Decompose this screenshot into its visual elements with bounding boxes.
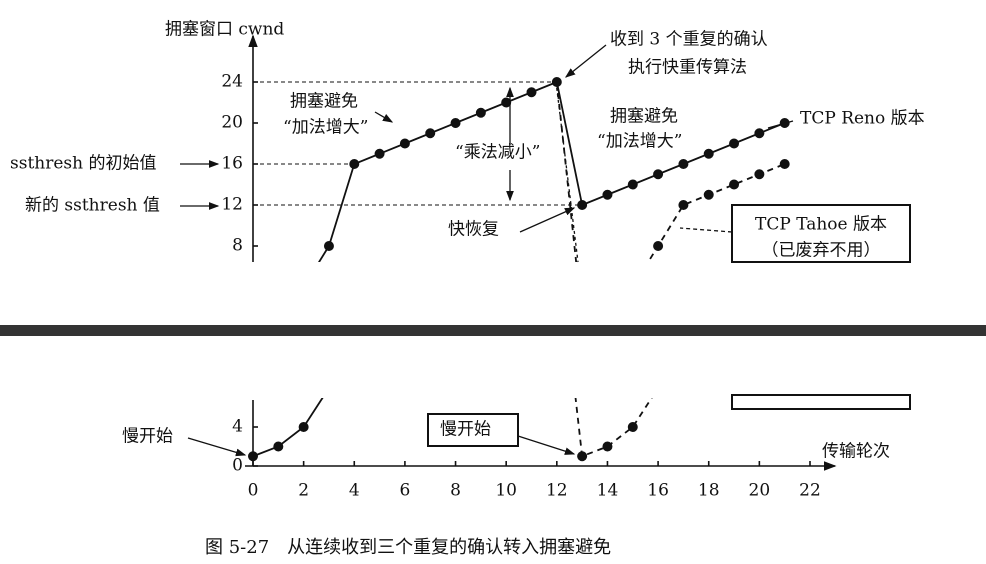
data-point (627, 422, 638, 432)
annotation: 慢开始 (440, 419, 491, 440)
arrow (374, 111, 394, 123)
drop-guide (555, 81, 579, 263)
annotation: 慢开始 (122, 426, 173, 447)
series-note: （已废弃不用） (762, 241, 881, 261)
y-tick-label: 8 (232, 236, 243, 256)
annotation: 拥塞避免 (290, 92, 358, 112)
data-point (577, 200, 588, 210)
annotation: “加法增大” (597, 132, 682, 152)
data-point (703, 148, 714, 159)
data-point (627, 179, 638, 190)
leader (767, 120, 794, 129)
data-point (678, 159, 689, 169)
y-tick-label: 24 (221, 72, 243, 92)
x-tick-label: 18 (698, 481, 720, 501)
series-label: TCP Tahoe 版本 (755, 215, 887, 235)
data-point (602, 189, 613, 200)
arrow (564, 44, 607, 78)
y-tick-label: 4 (232, 417, 243, 437)
data-point (323, 241, 334, 251)
x-tick-label: 22 (799, 481, 821, 501)
data-point (273, 441, 284, 452)
x-tick-label: 8 (450, 481, 461, 501)
annotation-box (427, 413, 519, 447)
annotation: 收到 3 个重复的确认 (610, 30, 768, 50)
annotation: 快恢复 (448, 220, 499, 240)
data-point (425, 128, 436, 139)
data-point (653, 241, 664, 251)
divider-bar (0, 325, 986, 336)
arrow (187, 437, 247, 457)
x-tick-label: 20 (749, 481, 771, 501)
annotation: 拥塞避免 (610, 107, 678, 127)
data-point (729, 179, 740, 190)
data-point (703, 189, 714, 200)
y-tick-label: 12 (221, 195, 243, 215)
data-point (526, 87, 537, 98)
caption: 图 5-27 从连续收到三个重复的确认转入拥塞避免 (205, 537, 611, 558)
data-point (374, 148, 385, 159)
data-point (729, 138, 740, 149)
y-tick-label: 16 (221, 154, 243, 174)
annotation: 执行快重传算法 (628, 58, 747, 78)
data-point (678, 200, 689, 210)
tahoe-box-bottom (731, 394, 911, 410)
x-tick-label: 12 (546, 481, 568, 501)
y-axis-label: 拥塞窗口 cwnd (165, 20, 284, 40)
data-point (475, 107, 486, 118)
data-point (602, 441, 613, 452)
annotation: “乘法减小” (455, 143, 540, 163)
data-point (754, 128, 765, 139)
series-line (318, 80, 786, 262)
data-point (248, 451, 258, 462)
x-tick-label: 14 (597, 481, 619, 501)
arrow (517, 435, 576, 455)
data-point (754, 169, 765, 180)
series-line (574, 398, 653, 458)
tahoe-box (731, 204, 911, 263)
data-point (577, 451, 588, 462)
x-tick-label: 0 (248, 481, 259, 501)
data-point (349, 159, 360, 169)
arrow (519, 207, 576, 233)
y-tick-label: 20 (221, 113, 243, 133)
data-point (653, 169, 664, 180)
annotation: 新的 ssthresh 值 (25, 196, 160, 216)
x-axis-label: 传输轮次 (822, 442, 890, 462)
annotation: ssthresh 的初始值 (10, 154, 157, 174)
x-tick-label: 10 (495, 481, 517, 501)
data-point (298, 422, 309, 432)
data-point (450, 118, 461, 128)
data-point (501, 97, 512, 108)
top-panel (318, 80, 786, 262)
y-tick-label: 0 (232, 456, 243, 476)
x-tick-label: 16 (647, 481, 669, 501)
x-tick-label: 6 (399, 481, 410, 501)
data-point (399, 138, 410, 149)
data-point (779, 159, 790, 169)
x-tick-label: 2 (298, 481, 309, 501)
data-point (551, 77, 562, 87)
leader (679, 227, 733, 233)
annotation: “加法增大” (283, 118, 368, 138)
x-tick-label: 4 (349, 481, 360, 501)
series-label: TCP Reno 版本 (800, 109, 925, 129)
